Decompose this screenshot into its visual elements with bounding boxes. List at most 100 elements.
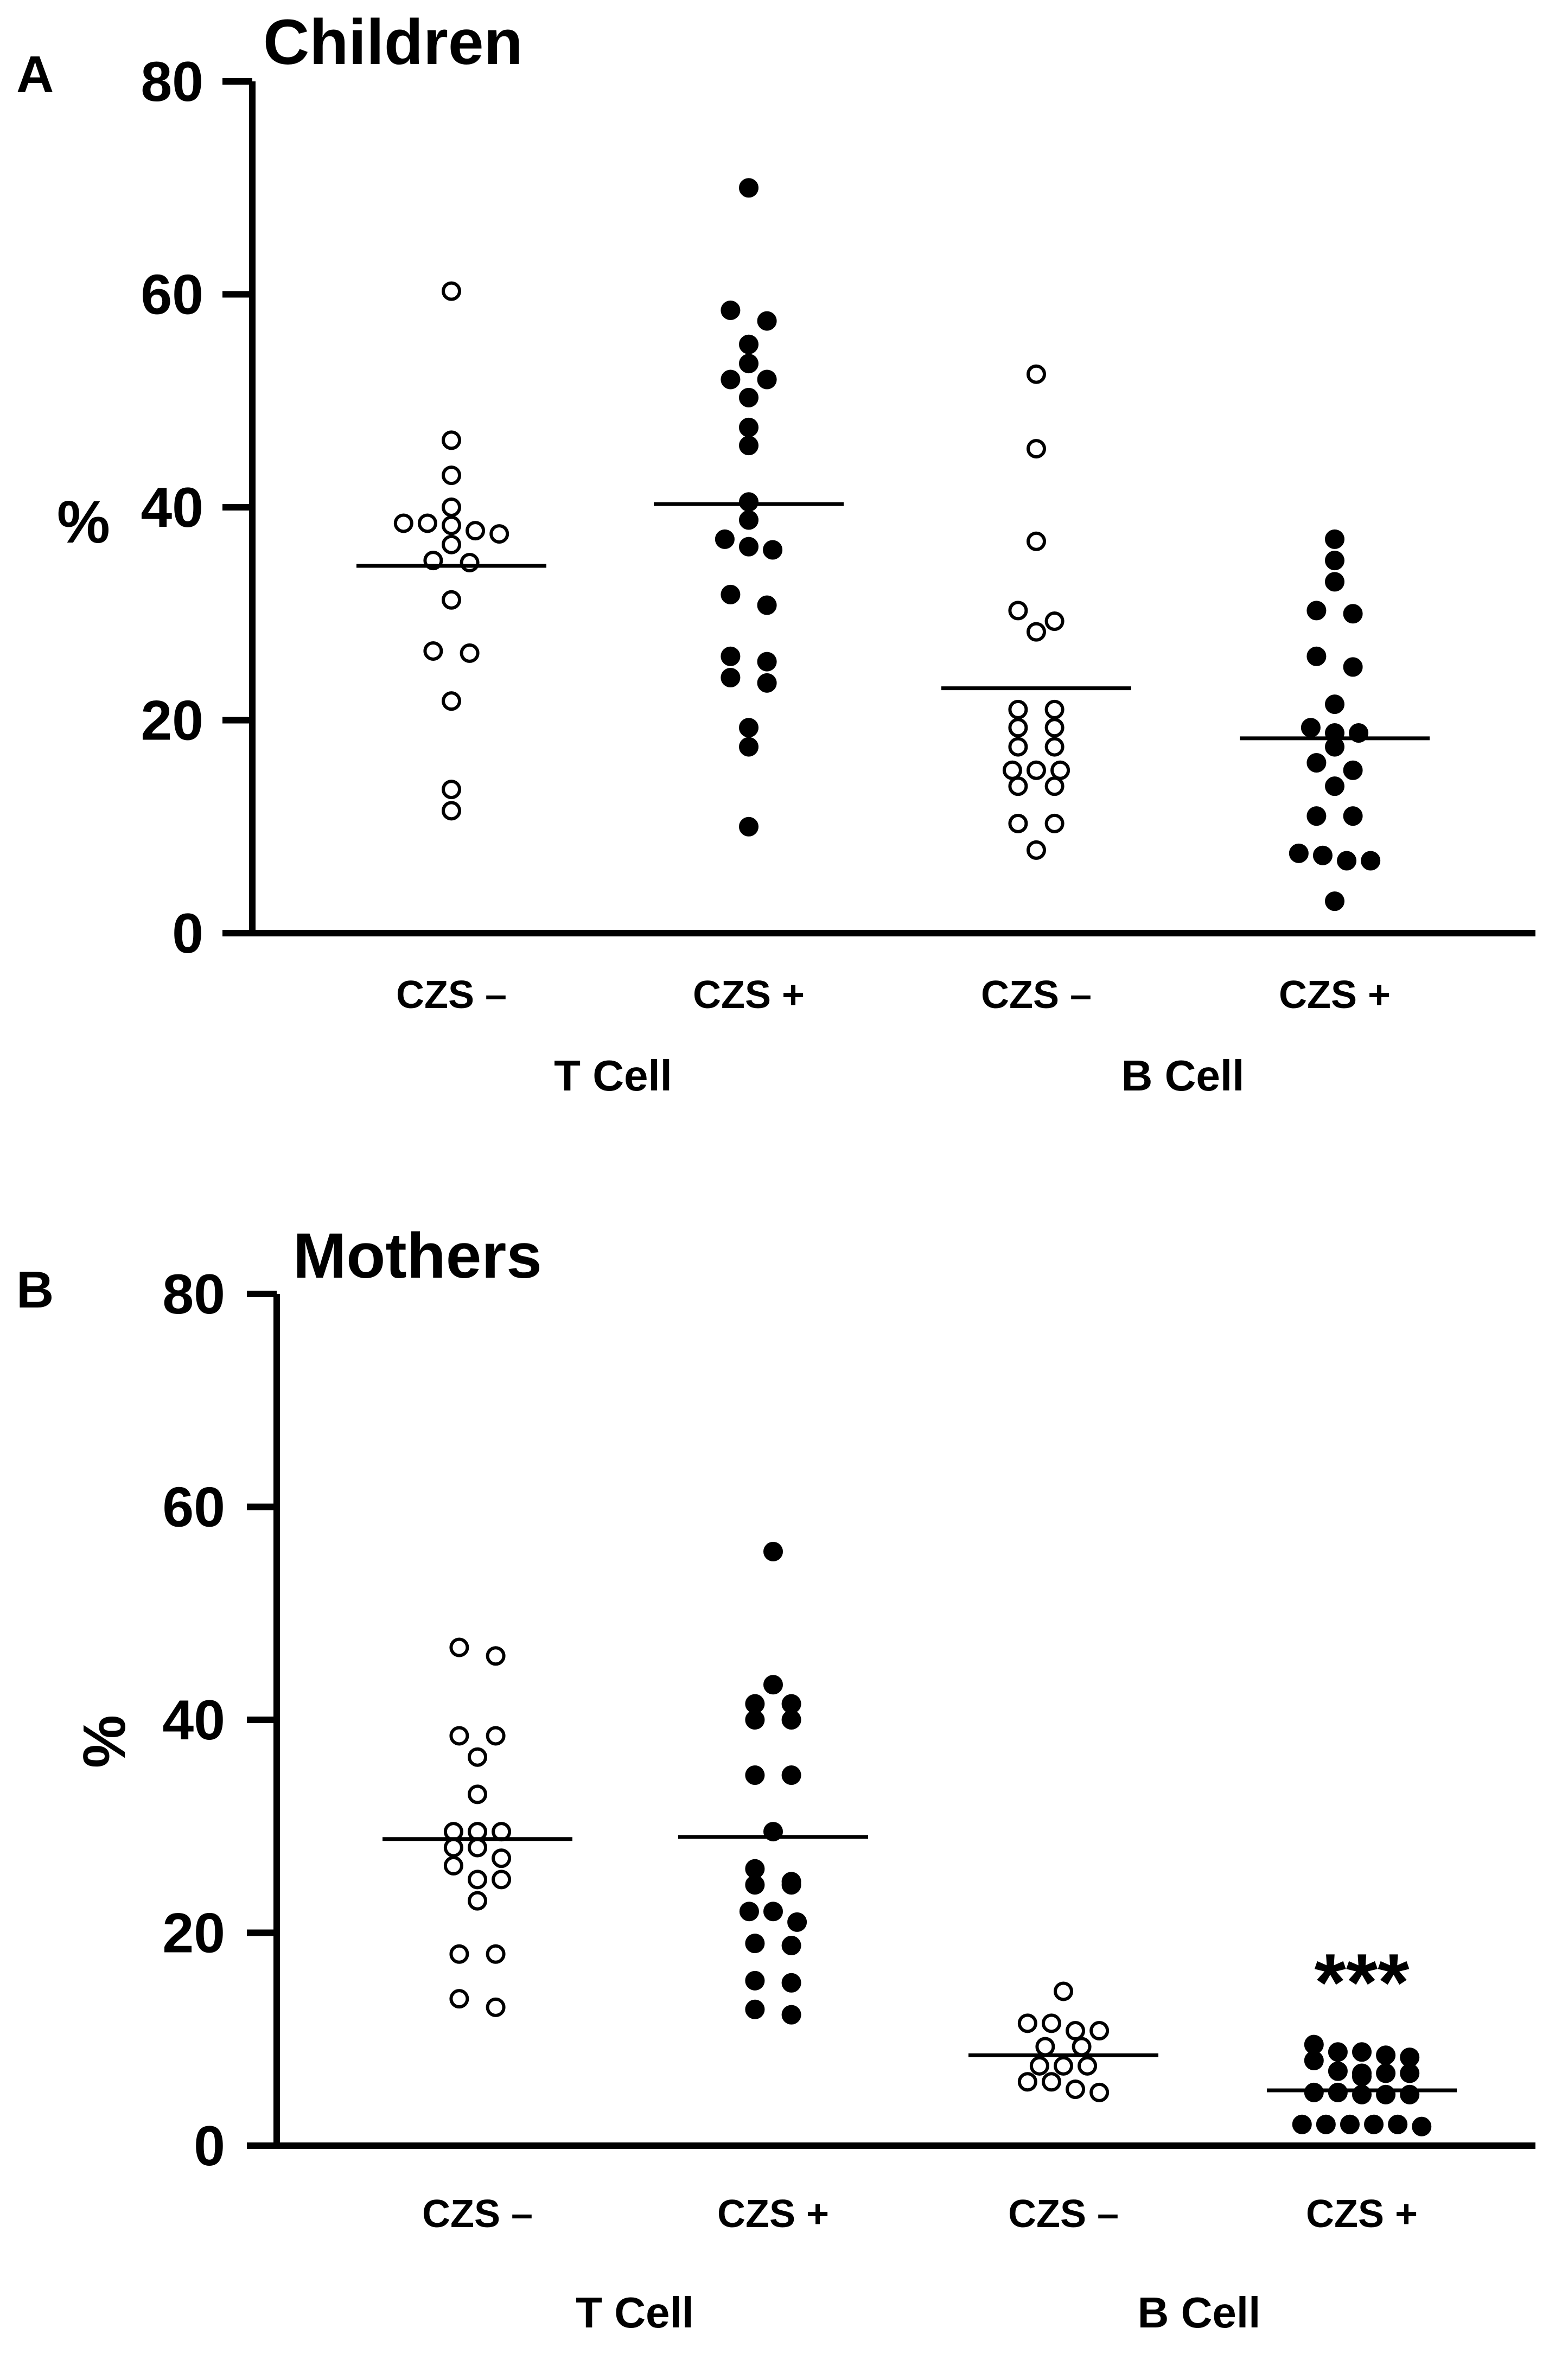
data-point	[739, 537, 758, 557]
data-point	[1027, 364, 1046, 384]
data-point	[739, 387, 758, 407]
median-lines	[383, 1835, 1457, 2093]
x-group-label: B Cell	[1121, 1051, 1245, 1100]
data-point	[486, 1944, 506, 1964]
data-point	[449, 1637, 469, 1657]
significance-annotations: ***	[1314, 1937, 1410, 2028]
data-point	[492, 1848, 512, 1868]
panel-a: A Children % 0 20 40 60 80 CZS – CZS + CZS – CZ…	[0, 0, 1568, 1161]
data-point	[1343, 760, 1363, 780]
data-point	[721, 646, 741, 666]
data-point	[1316, 2114, 1336, 2134]
data-point	[1017, 2072, 1037, 2092]
data-point	[449, 1944, 469, 1964]
data-point	[781, 1875, 801, 1895]
data-point	[1044, 718, 1065, 738]
data-point	[442, 590, 461, 610]
data-point	[449, 1989, 469, 2009]
data-point	[1044, 699, 1065, 719]
data-point	[745, 1970, 765, 1991]
data-point	[745, 1710, 765, 1730]
data-point	[781, 2005, 801, 2025]
data-point	[757, 311, 777, 331]
y-tick-label: 20	[141, 690, 203, 752]
data-point	[1292, 2114, 1312, 2134]
x-category-label: CZS +	[717, 2192, 829, 2236]
y-tick-label: 80	[141, 50, 203, 113]
data-point	[1301, 718, 1321, 738]
data-point	[1027, 531, 1046, 551]
data-point	[739, 510, 758, 530]
data-point	[1008, 699, 1028, 719]
x-group-label: T Cell	[576, 2288, 694, 2337]
data-point	[442, 465, 461, 486]
panel-b: B Mothers % 0 20 40 60 80 CZS – CZS + CZS – CZS…	[0, 1199, 1568, 2360]
x-category-label: CZS –	[1008, 2192, 1119, 2236]
data-point	[449, 1726, 469, 1746]
data-point	[1337, 851, 1357, 871]
median-lines	[356, 502, 1430, 741]
data-point	[486, 1726, 506, 1746]
data-point	[745, 1765, 765, 1785]
data-points	[443, 1541, 1432, 2136]
data-point	[1027, 840, 1046, 860]
data-point	[1027, 622, 1046, 642]
y-tick-label: 80	[162, 1263, 225, 1326]
data-point	[443, 1838, 463, 1858]
panel-letter: A	[16, 46, 54, 104]
x-group-labels: T Cell B Cell	[576, 2288, 1260, 2337]
data-point	[781, 1765, 801, 1785]
data-point	[1304, 2082, 1324, 2102]
data-point	[468, 1784, 487, 1804]
data-point	[443, 1855, 463, 1876]
data-point	[442, 534, 461, 554]
panel-letter: B	[16, 1261, 54, 1319]
y-tick-label: 40	[162, 1689, 225, 1752]
data-point	[1328, 2082, 1348, 2102]
data-point	[1054, 1981, 1073, 2001]
data-point	[1325, 737, 1344, 757]
y-tick-label: 60	[162, 1476, 225, 1539]
data-point	[1343, 806, 1363, 826]
data-point	[745, 1694, 765, 1714]
data-point	[442, 497, 461, 517]
data-point	[1008, 813, 1028, 833]
data-point	[468, 1747, 487, 1767]
x-category-label: CZS +	[1279, 973, 1391, 1017]
data-point	[466, 521, 486, 541]
data-point	[1008, 718, 1028, 738]
significance-marker: ***	[1314, 1937, 1410, 2028]
data-point	[468, 1891, 487, 1911]
data-point	[763, 540, 783, 560]
data-point	[1376, 2045, 1396, 2065]
data-point	[417, 513, 437, 533]
data-point	[442, 780, 461, 800]
data-point	[739, 417, 758, 437]
data-point	[781, 1973, 801, 1993]
chart-title: Mothers	[293, 1220, 542, 1292]
data-point	[468, 1838, 487, 1858]
x-category-labels: CZS – CZS + CZS – CZS +	[396, 973, 1391, 1017]
data-point	[1050, 760, 1070, 780]
data-point	[1306, 806, 1327, 826]
data-point	[721, 584, 741, 604]
data-point	[1328, 2061, 1348, 2081]
data-point	[1072, 2037, 1092, 2057]
x-category-label: CZS –	[422, 2192, 533, 2236]
data-point	[423, 641, 443, 661]
data-point	[486, 1646, 506, 1666]
data-point	[763, 1675, 783, 1695]
y-axis-label: %	[57, 489, 110, 556]
data-point	[1066, 2079, 1086, 2099]
data-point	[739, 817, 758, 837]
data-point	[1029, 2056, 1049, 2076]
axes	[247, 1291, 1535, 2149]
data-point	[460, 643, 480, 663]
data-point	[757, 595, 777, 615]
y-tick-label: 20	[162, 1902, 225, 1965]
data-point	[739, 737, 758, 757]
data-point	[460, 553, 480, 573]
data-point	[1035, 2037, 1055, 2057]
